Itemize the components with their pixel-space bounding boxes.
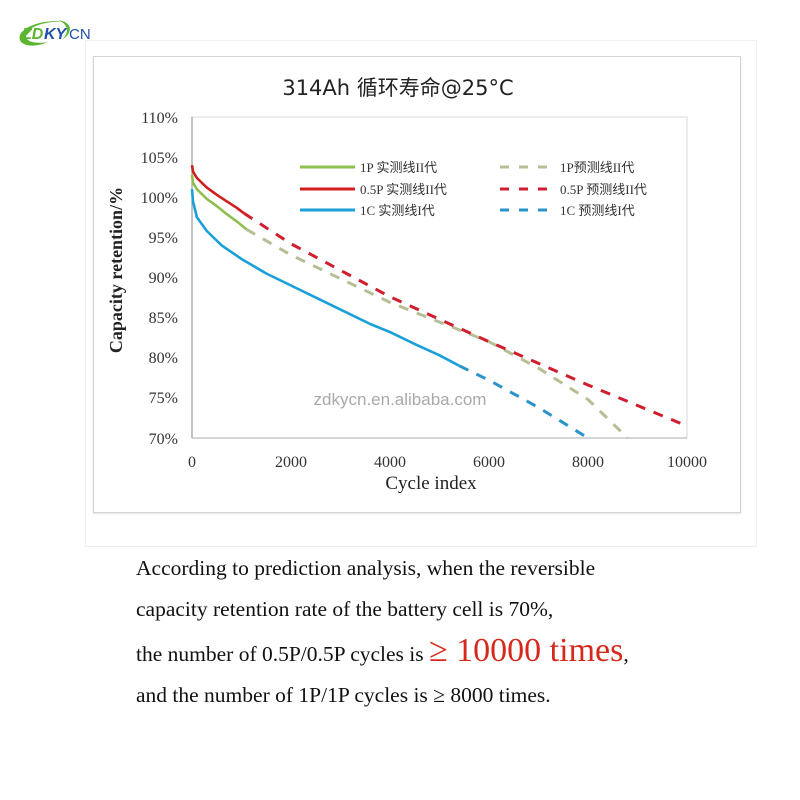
legend-label: 1P预测线II代 — [560, 160, 634, 175]
cycles-highlight: ≥ 10000 times — [429, 632, 624, 669]
caption-line-3-suffix: , — [623, 642, 629, 666]
x-tick: 0 — [188, 454, 196, 471]
brand-logo: ZD KY CN — [14, 14, 134, 50]
series-line — [190, 164, 245, 215]
y-tick: 75% — [149, 390, 178, 407]
y-tick: 110% — [141, 110, 178, 127]
chart-title: 314Ah 循环寿命@25°C — [0, 72, 800, 102]
y-tick: 85% — [149, 310, 178, 327]
series-layer — [190, 164, 688, 440]
caption-line-3: the number of 0.5P/0.5P cycles is ≥ 1000… — [136, 630, 776, 675]
x-tick: 6000 — [473, 454, 505, 471]
y-tick: 90% — [149, 270, 178, 287]
caption-line-4: and the number of 1P/1P cycles is ≥ 8000… — [136, 683, 551, 707]
caption: According to prediction analysis, when t… — [136, 548, 776, 716]
logo-zd-text: ZD — [21, 26, 44, 43]
y-tick: 105% — [141, 150, 178, 167]
y-tick: 95% — [149, 230, 178, 247]
series-line — [190, 189, 460, 367]
x-tick: 8000 — [572, 454, 604, 471]
legend-label: 0.5P 实测线II代 — [360, 182, 447, 197]
chart-title-text: 314Ah 循环寿命@25°C — [282, 76, 514, 100]
legend-label: 0.5P 预测线II代 — [560, 182, 647, 197]
chart-frame — [93, 56, 741, 513]
caption-line-1: According to prediction analysis, when t… — [136, 556, 596, 580]
x-axis-title: Cycle index — [385, 473, 477, 494]
series-line — [245, 228, 629, 440]
logo-ky-text: KY — [44, 26, 68, 43]
series-line — [190, 174, 248, 231]
logo-swoosh-icon: ZD KY CN — [19, 20, 91, 46]
caption-line-2: capacity retention rate of the battery c… — [136, 597, 554, 621]
series-line — [458, 364, 589, 440]
legend-label: 1P 实测线II代 — [360, 160, 437, 175]
x-tick: 2000 — [275, 454, 307, 471]
y-tick: 70% — [149, 431, 178, 448]
legend: 1P 实测线II代 0.5P 实测线II代 1C 实测线I代 1P预测线II代 … — [300, 160, 647, 218]
logo-cn-text: CN — [69, 26, 91, 43]
y-tick: 80% — [149, 350, 178, 367]
x-tick: 10000 — [667, 454, 707, 471]
x-tick: 4000 — [374, 454, 406, 471]
y-axis-title: Capacity retention/% — [106, 187, 126, 353]
legend-label: 1C 实测线I代 — [360, 203, 435, 218]
x-tick-labels: 0 2000 4000 6000 8000 10000 — [188, 454, 707, 471]
watermark: zdkycn.en.alibaba.com — [314, 390, 487, 409]
series-line — [243, 212, 688, 428]
y-tick: 100% — [141, 190, 178, 207]
legend-label: 1C 预测线I代 — [560, 203, 635, 218]
caption-line-3-prefix: the number of 0.5P/0.5P cycles is — [136, 642, 430, 666]
y-tick-labels: 110% 105% 100% 95% 90% 85% 80% 75% 70% — [141, 110, 178, 448]
